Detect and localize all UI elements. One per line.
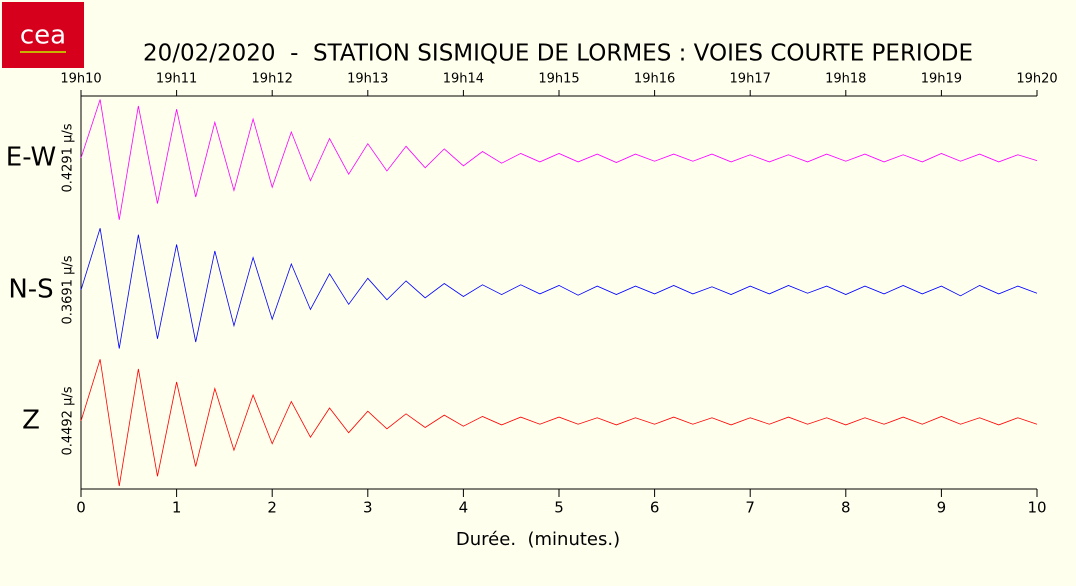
x-tick-label: 2 [267, 499, 277, 517]
x-tick-label: 7 [745, 499, 755, 517]
x2-tick-label: 19h19 [921, 72, 962, 87]
logo: cea [20, 21, 66, 51]
channel-name: N-S [8, 275, 53, 305]
x-tick-label: 5 [554, 499, 564, 517]
x2-tick-label: 19h16 [634, 72, 675, 87]
x-tick-label: 8 [841, 499, 851, 517]
x-tick-label: 10 [1027, 499, 1046, 517]
trace [80, 359, 1038, 487]
channel-name: Z [22, 406, 40, 436]
channel-name: E-W [6, 143, 56, 173]
channel-scale: 0.3691 µ/s [61, 255, 76, 324]
x-tick-label: 6 [650, 499, 660, 517]
x2-tick-label: 19h12 [252, 72, 293, 87]
x2-tick-label: 19h10 [60, 72, 101, 87]
x-axis-label: Durée. (minutes.) [456, 529, 620, 550]
x2-tick-label: 19h15 [538, 72, 579, 87]
x2-tick-label: 19h18 [825, 72, 866, 87]
trace [80, 99, 1038, 220]
x2-tick-label: 19h14 [443, 72, 484, 87]
x-tick-label: 1 [172, 499, 182, 517]
trace [80, 228, 1038, 349]
x-tick-label: 9 [937, 499, 947, 517]
x2-tick-label: 19h11 [156, 72, 197, 87]
channel-scale: 0.4492 µ/s [61, 386, 76, 455]
x2-tick-label: 19h13 [347, 72, 388, 87]
x-tick-label: 0 [76, 499, 86, 517]
x2-tick-label: 19h17 [730, 72, 771, 87]
channel-scale: 0.4291 µ/s [61, 123, 76, 192]
x-tick-label: 3 [363, 499, 373, 517]
x2-tick-label: 19h20 [1016, 72, 1057, 87]
x-tick-label: 4 [459, 499, 469, 517]
chart-title: 20/02/2020 - STATION SISMIQUE DE LORMES … [143, 41, 973, 67]
logo-box [2, 2, 84, 68]
